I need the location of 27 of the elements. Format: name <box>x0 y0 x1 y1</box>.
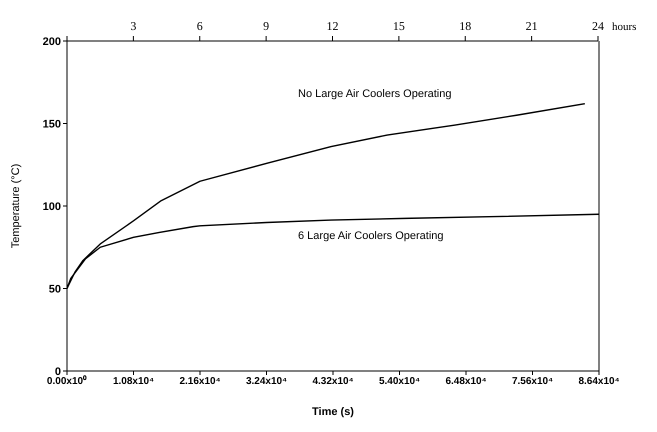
x2-tick-label: 6 <box>196 19 203 33</box>
x-tick-label: 4.32x10⁴ <box>312 376 354 388</box>
x-tick-label: 7.56x10⁴ <box>512 376 554 388</box>
x2-tick-label: 3 <box>130 19 136 33</box>
x2-tick-label: 24 <box>592 19 604 33</box>
x2-tick-label: 15 <box>392 19 405 33</box>
annotation: No Large Air Coolers Operating <box>298 88 452 100</box>
y-tick-label: 200 <box>42 36 61 48</box>
y-tick-label: 100 <box>42 200 61 213</box>
x-tick-label: 3.24x10⁴ <box>246 376 288 388</box>
x2-tick-label: 9 <box>263 19 270 33</box>
x-tick-label: 8.64x10⁴ <box>578 376 620 388</box>
x-axis-title: Time (s) <box>312 406 354 418</box>
x2-tick-label: 12 <box>326 19 338 33</box>
x-tick-label: 2.16x10⁴ <box>179 376 221 388</box>
y-tick-label: 150 <box>42 118 61 130</box>
x2-tick-label: 18 <box>459 19 472 33</box>
x-tick-label: 0.00x10⁰ <box>46 375 88 388</box>
x-tick-label: 5.40x10⁴ <box>378 376 420 388</box>
y-tick-label: 50 <box>48 283 61 296</box>
x2-axis-title: hours <box>612 21 636 33</box>
x-tick-label: 6.48x10⁴ <box>445 376 487 388</box>
x-tick-label: 1.08x10⁴ <box>112 376 154 388</box>
y-axis-title: Temperature (°C) <box>10 164 22 248</box>
annotation: 6 Large Air Coolers Operating <box>298 230 444 242</box>
x2-tick-label: 21 <box>526 19 538 33</box>
y-tick-label: 0 <box>54 366 61 378</box>
